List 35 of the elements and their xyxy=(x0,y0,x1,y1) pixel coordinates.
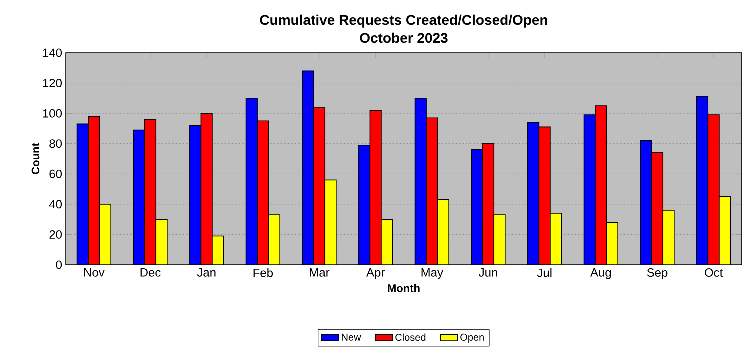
legend-label: Closed xyxy=(396,334,426,342)
x-tick-label: Jul xyxy=(537,268,552,278)
x-tick-label: May xyxy=(422,268,444,280)
y-tick-label: 140 xyxy=(43,48,62,58)
x-tick-label: Apr xyxy=(366,268,385,280)
y-tick-label: 80 xyxy=(50,140,62,148)
x-tick-label: Jan xyxy=(197,268,216,277)
y-tick-label: 0 xyxy=(56,260,62,270)
y-tick-label: 120 xyxy=(43,79,62,88)
bar xyxy=(538,126,551,265)
legend-label: New xyxy=(342,334,362,341)
chart-title: Cumulative Requests Created/Closed/Open xyxy=(260,14,548,28)
x-tick-label: Nov xyxy=(84,268,105,277)
x-axis-title: Month xyxy=(388,284,420,292)
chart-subtitle: October 2023 xyxy=(360,32,448,44)
x-tick-label: Mar xyxy=(310,268,330,277)
x-tick-label: Oct xyxy=(705,268,724,278)
bar xyxy=(426,118,438,265)
x-tick-label: Jun xyxy=(479,268,498,277)
y-tick-label: 40 xyxy=(49,200,62,209)
x-tick-label: Feb xyxy=(254,268,273,278)
y-tick-label: 100 xyxy=(43,109,62,118)
x-tick-label: Sep xyxy=(647,268,668,280)
bar xyxy=(88,116,100,265)
bar xyxy=(708,114,720,265)
bar xyxy=(257,120,270,265)
bar xyxy=(595,106,608,265)
y-tick-label: 20 xyxy=(50,230,62,239)
legend-label: Open xyxy=(460,334,484,343)
x-tick-label: Aug xyxy=(590,268,612,280)
bar xyxy=(370,110,382,265)
bar xyxy=(200,113,213,265)
x-tick-label: Dec xyxy=(140,268,161,277)
y-tick-label: 60 xyxy=(50,170,62,178)
y-axis-title: Count xyxy=(32,143,40,174)
